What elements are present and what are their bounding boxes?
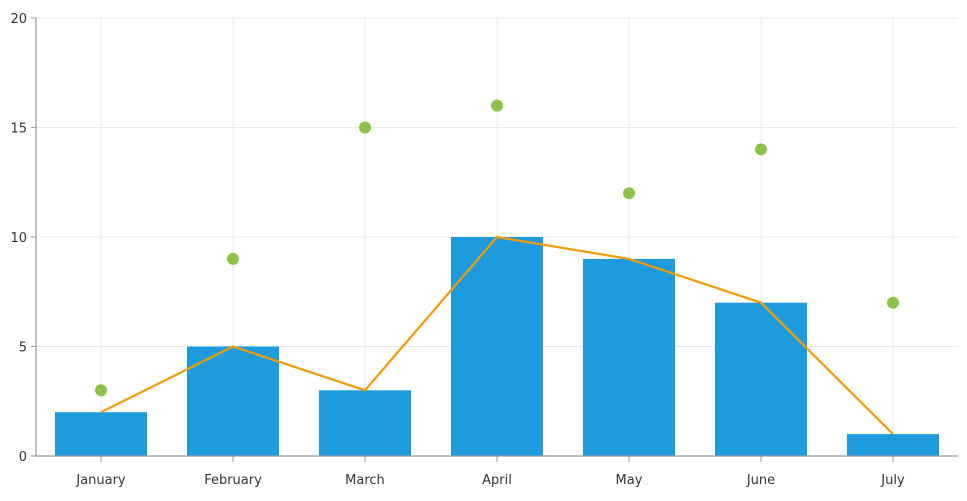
scatter-point (755, 143, 767, 156)
y-tick-label: 0 (19, 450, 27, 465)
scatter-point (359, 121, 371, 134)
scatter-point (95, 384, 107, 397)
y-tick-label: 15 (10, 122, 27, 137)
line-path (100, 235, 894, 435)
y-tick-label: 10 (10, 231, 27, 246)
bar (451, 237, 543, 456)
line-series (100, 235, 894, 435)
scatter-point (491, 99, 503, 112)
scatter-series (95, 99, 899, 397)
bar (847, 434, 939, 456)
x-tick-label: June (746, 473, 775, 488)
x-tick-label: May (616, 473, 643, 488)
bar (55, 412, 147, 456)
x-tick-label: April (482, 473, 512, 488)
bar (187, 346, 279, 456)
scatter-point (227, 252, 239, 265)
y-tick-label: 20 (10, 12, 27, 27)
axes: 0 5 10 15 20 January February March April May June… (10, 12, 958, 488)
y-tick-label: 5 (19, 341, 27, 356)
bar-series (55, 237, 939, 456)
x-tick-label: February (204, 473, 262, 488)
x-tick-label: March (345, 473, 385, 488)
x-tick-label: July (880, 473, 905, 488)
bar (583, 258, 675, 456)
bar (715, 302, 807, 456)
x-tick-label: January (75, 473, 126, 488)
scatter-point (623, 187, 635, 200)
scatter-point (887, 296, 899, 309)
bar (319, 390, 411, 456)
